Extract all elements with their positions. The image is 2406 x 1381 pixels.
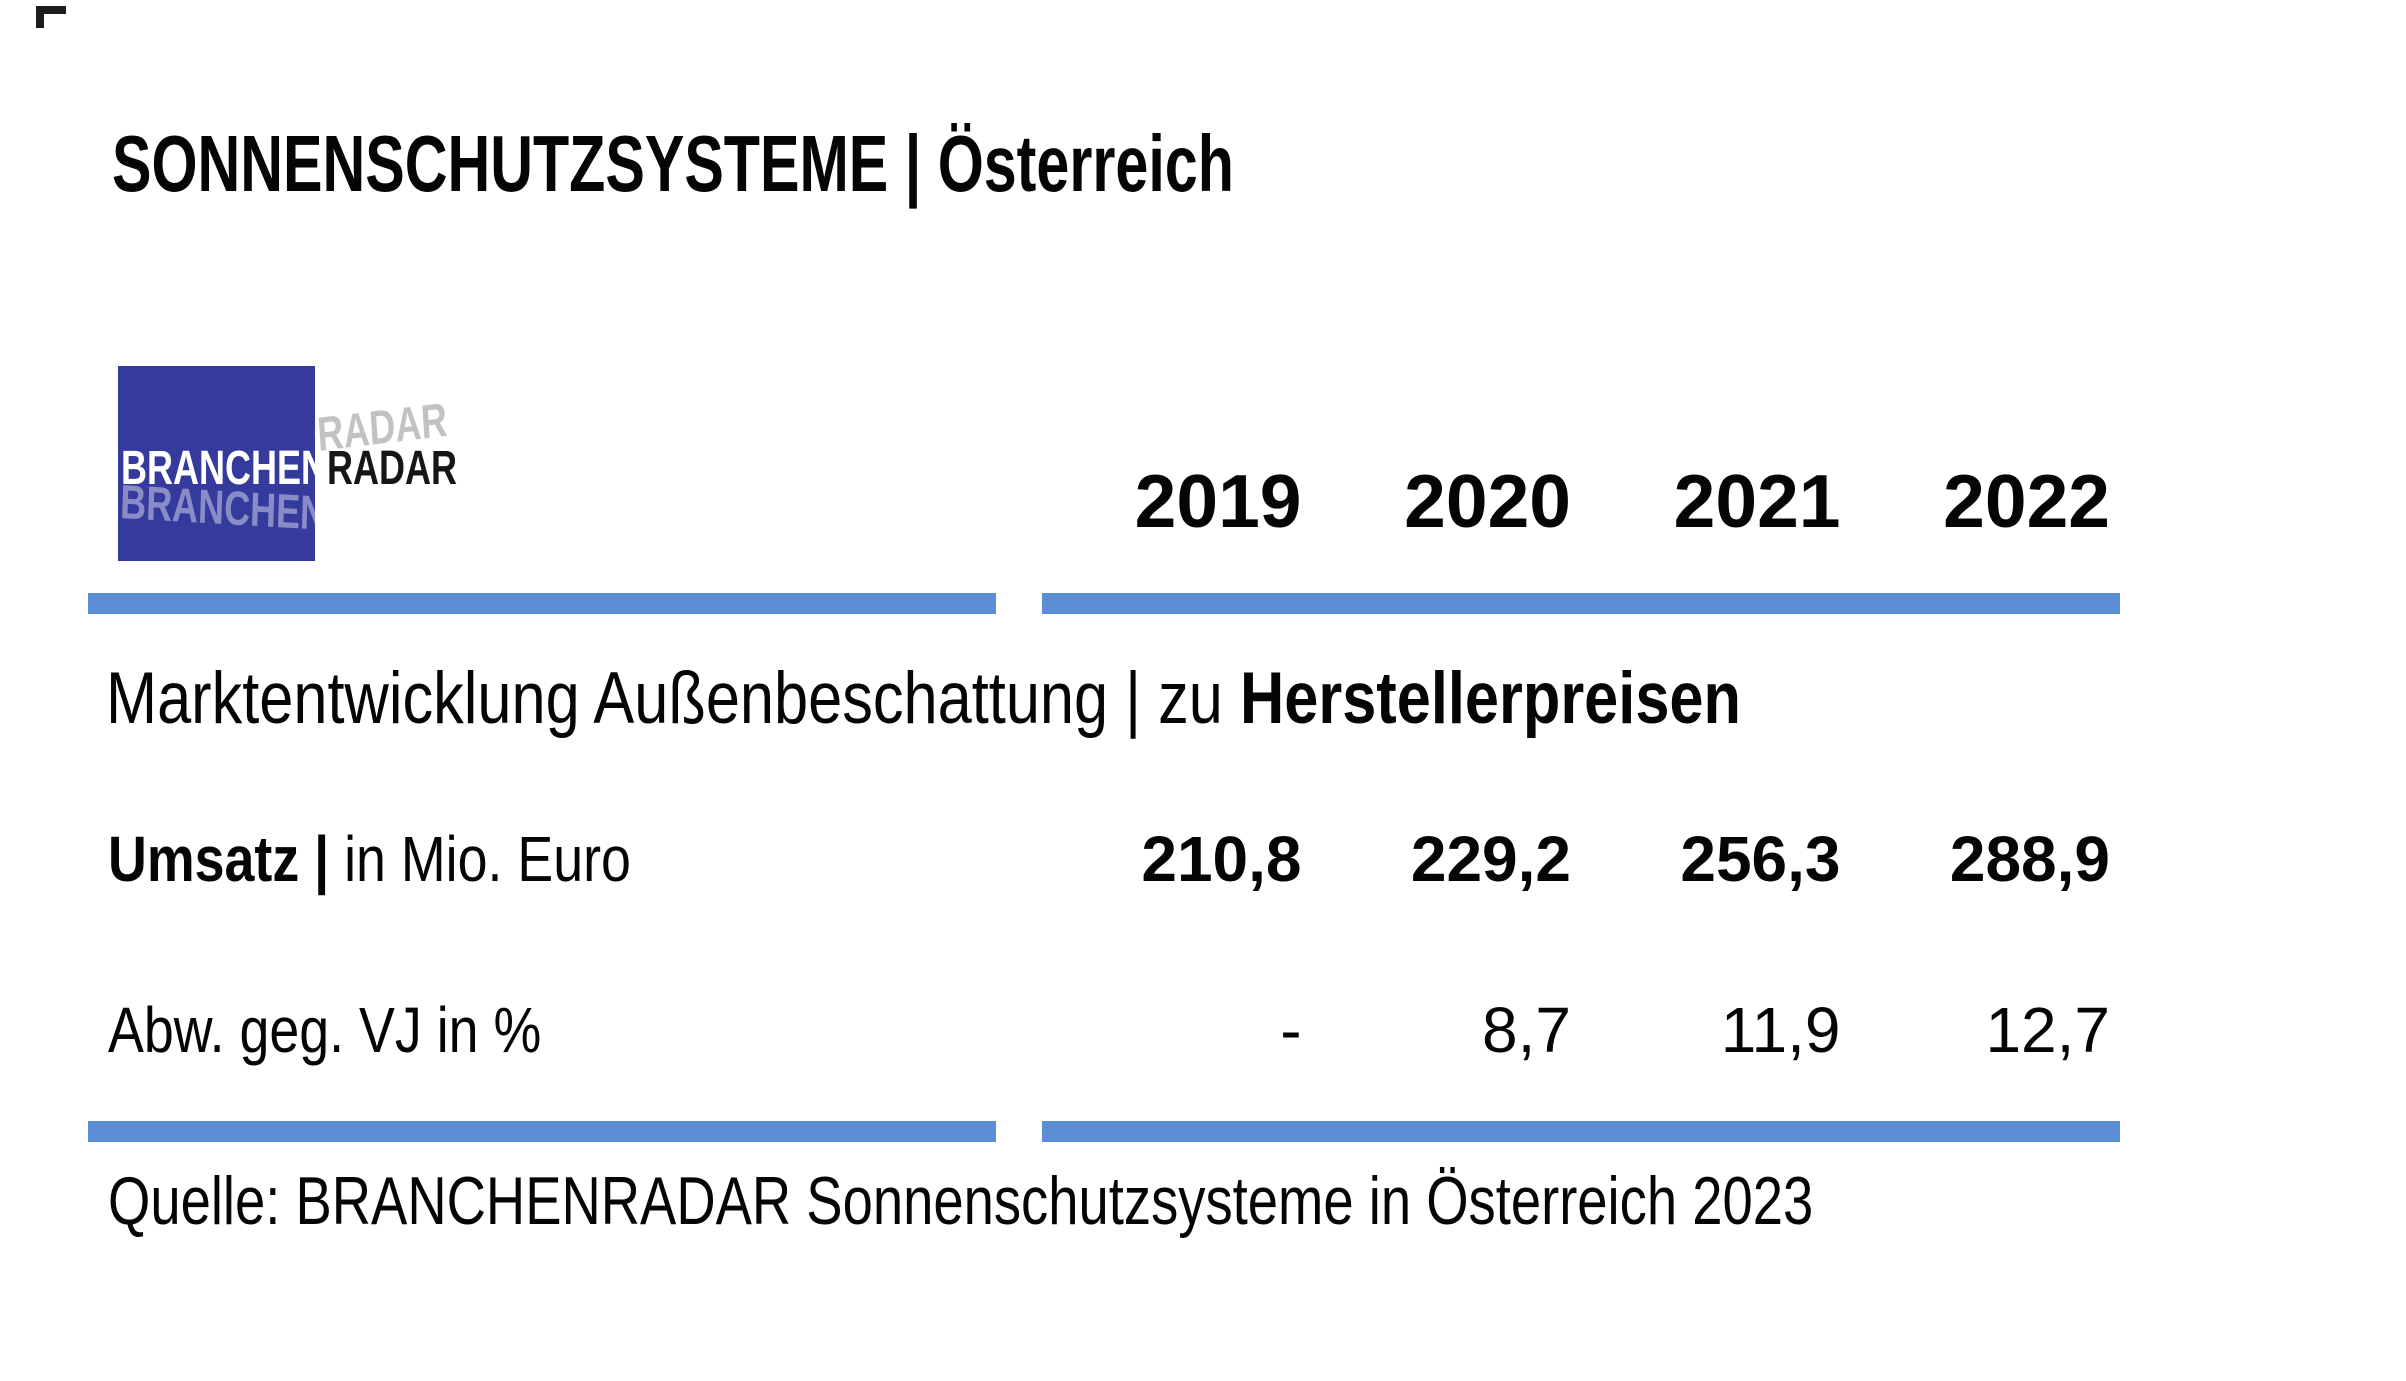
scan-artifact-mark <box>36 6 66 28</box>
year-header-2020: 2020 <box>1404 459 1571 543</box>
subtitle-bold-text: Herstellerpreisen <box>1239 658 1741 739</box>
value-umsatz-2020: 229,2 <box>1410 823 1571 895</box>
source-note: Quelle: BRANCHENRADAR Sonnenschutzsystem… <box>108 1167 2240 1235</box>
value-abw-2022: 12,7 <box>1985 994 2110 1066</box>
source-note-text: Quelle: BRANCHENRADAR Sonnenschutzsystem… <box>108 1163 1814 1239</box>
divider-bottom-left-segment <box>88 1121 996 1142</box>
divider-bottom-right-segment <box>1042 1121 2120 1142</box>
divider-top-left-segment <box>88 593 996 614</box>
divider-top-right-segment <box>1042 593 2120 614</box>
year-header-2019: 2019 <box>1134 459 1302 543</box>
artifact-bar <box>36 6 66 14</box>
subtitle-regular-text: Marktentwicklung Außenbeschattung | zu <box>106 658 1240 739</box>
value-abw-2020: 8,7 <box>1482 994 1571 1066</box>
row-label-umsatz-bold: Umsatz | <box>108 823 345 895</box>
artifact-stub <box>36 6 44 28</box>
value-abw-2021: 11,9 <box>1720 994 1841 1066</box>
table-subtitle: Marktentwicklung Außenbeschattung | zu H… <box>106 662 2052 735</box>
row-label-umsatz: Umsatz | in Mio. Euro <box>108 827 731 891</box>
value-umsatz-2021: 256,3 <box>1680 823 1841 895</box>
logo-text-radar: RADAR <box>327 442 457 495</box>
row-label-umsatz-unit: in Mio. Euro <box>344 823 631 895</box>
value-umsatz-2019: 210,8 <box>1141 823 1302 895</box>
row-label-abweichung-text: Abw. geg. VJ in % <box>108 994 542 1066</box>
row-values-abweichung: - 8,7 11,9 12,7 <box>1042 998 2120 1062</box>
year-header-row: 2019 2020 2021 2022 <box>1042 464 2120 539</box>
value-abw-2019: - <box>1280 994 1302 1066</box>
logo-text-branchen: BRANCHEN <box>121 442 328 495</box>
page-title-text: SONNENSCHUTZSYSTEME | Österreich <box>112 119 1234 208</box>
year-header-2022: 2022 <box>1943 459 2110 543</box>
row-values-umsatz: 210,8 229,2 256,3 288,9 <box>1042 827 2120 891</box>
branchenradar-logo-square <box>118 366 315 561</box>
value-umsatz-2022: 288,9 <box>1949 823 2110 895</box>
page-title: SONNENSCHUTZSYSTEME | Österreich <box>112 124 1628 204</box>
branchenradar-wordmark: BRANCHENRADAR <box>121 445 569 493</box>
row-label-abweichung: Abw. geg. VJ in % <box>108 998 624 1062</box>
year-header-2021: 2021 <box>1673 459 1841 543</box>
